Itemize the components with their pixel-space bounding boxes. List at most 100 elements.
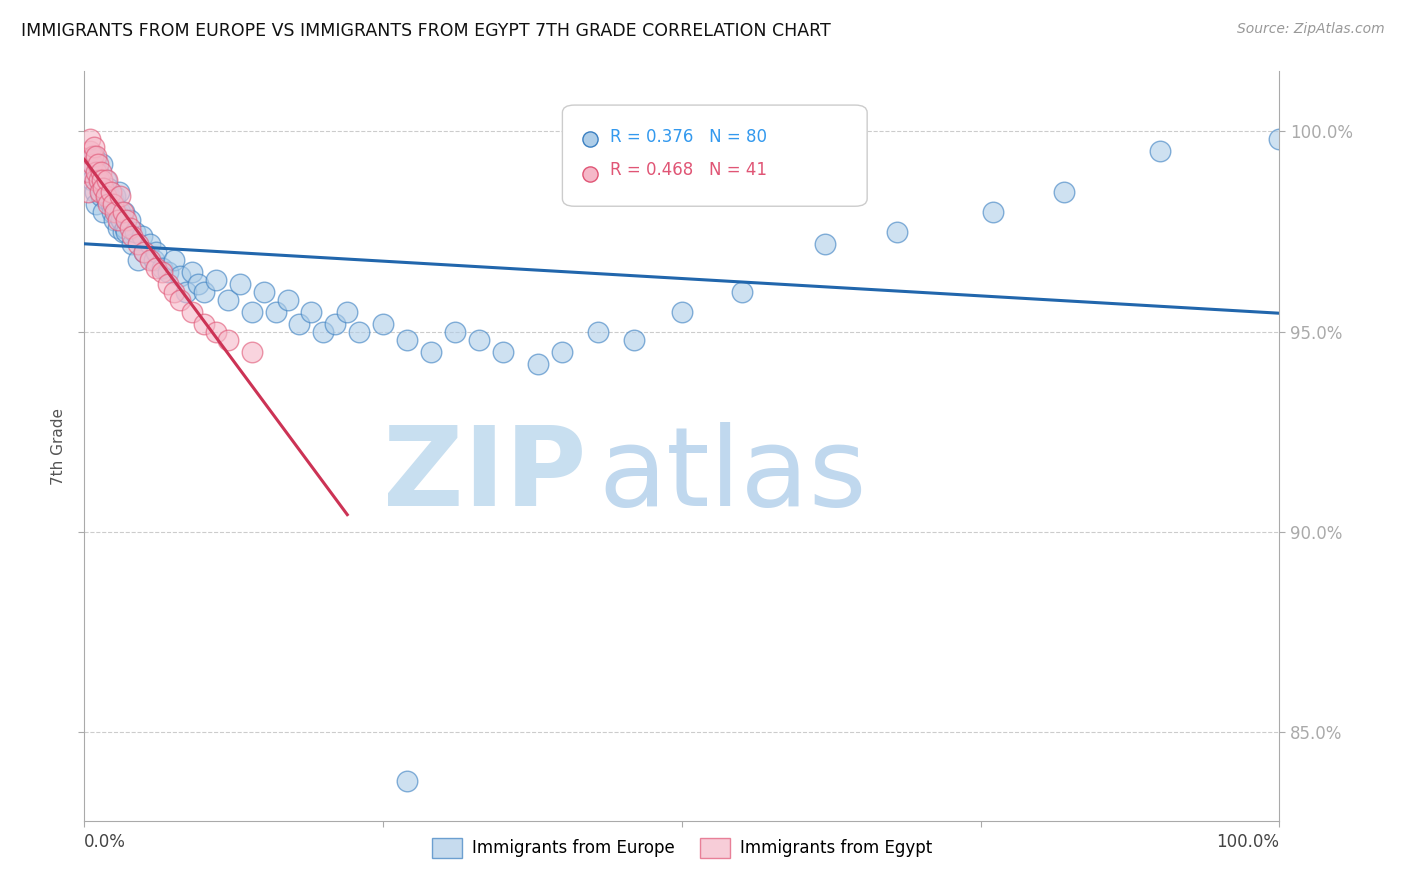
Point: [127, 252, 149, 267]
Point: [731, 285, 754, 299]
Point: [82, 156, 104, 170]
Point: [468, 333, 491, 347]
Point: [105, 204, 128, 219]
Point: [205, 273, 228, 287]
Legend: Immigrants from Europe, Immigrants from Egypt: Immigrants from Europe, Immigrants from …: [425, 831, 939, 864]
Point: [157, 265, 180, 279]
Point: [551, 344, 574, 359]
Text: IMMIGRANTS FROM EUROPE VS IMMIGRANTS FROM EGYPT 7TH GRADE CORRELATION CHART: IMMIGRANTS FROM EUROPE VS IMMIGRANTS FRO…: [21, 22, 831, 40]
Point: [217, 293, 239, 307]
Point: [87, 172, 110, 186]
Point: [579, 673, 602, 688]
Point: [89, 185, 111, 199]
Point: [139, 236, 162, 251]
Point: [132, 244, 156, 259]
Point: [86, 153, 108, 167]
Point: [181, 265, 204, 279]
Point: [80, 172, 103, 186]
Text: atlas: atlas: [599, 423, 866, 530]
Point: [145, 244, 167, 259]
Point: [142, 252, 165, 267]
Point: [187, 277, 209, 291]
Point: [240, 305, 263, 319]
Point: [181, 305, 204, 319]
Point: [336, 305, 359, 319]
Point: [86, 156, 108, 170]
Point: [981, 204, 1004, 219]
Point: [107, 220, 129, 235]
Point: [150, 265, 173, 279]
Point: [240, 344, 263, 359]
Point: [229, 277, 252, 291]
Point: [79, 145, 101, 159]
Point: [127, 236, 149, 251]
Point: [588, 325, 610, 339]
Point: [579, 485, 602, 500]
Point: [396, 333, 419, 347]
Point: [118, 220, 141, 235]
Point: [94, 188, 117, 202]
Point: [101, 196, 124, 211]
Point: [217, 333, 239, 347]
Point: [97, 196, 120, 211]
Y-axis label: 7th Grade: 7th Grade: [51, 408, 66, 484]
Point: [101, 193, 124, 207]
Point: [86, 148, 108, 162]
Point: [97, 180, 120, 194]
Point: [83, 148, 105, 162]
Point: [114, 220, 136, 235]
Point: [98, 188, 121, 202]
Point: [349, 325, 371, 339]
Point: [82, 148, 104, 162]
Point: [193, 285, 215, 299]
Point: [91, 156, 114, 170]
Point: [96, 172, 118, 186]
Point: [91, 172, 114, 186]
Point: [301, 305, 323, 319]
Point: [1268, 132, 1291, 146]
Point: [89, 180, 111, 194]
Point: [886, 225, 908, 239]
Point: [93, 185, 115, 199]
Point: [94, 172, 117, 186]
Point: [131, 228, 153, 243]
Point: [115, 212, 138, 227]
Point: [90, 164, 112, 178]
Point: [1053, 185, 1076, 199]
Point: [104, 188, 127, 202]
Point: [110, 204, 132, 219]
Point: [86, 164, 108, 178]
Point: [115, 225, 138, 239]
Point: [107, 212, 129, 227]
Point: [623, 333, 645, 347]
Point: [118, 212, 141, 227]
Text: R = 0.468   N = 41: R = 0.468 N = 41: [610, 161, 768, 179]
Point: [527, 357, 550, 371]
Point: [288, 317, 311, 331]
Point: [373, 317, 395, 331]
Point: [163, 252, 186, 267]
Point: [150, 260, 173, 275]
Point: [145, 260, 167, 275]
Text: R = 0.376   N = 80: R = 0.376 N = 80: [610, 128, 768, 145]
Point: [492, 344, 515, 359]
Point: [157, 277, 180, 291]
Point: [671, 305, 693, 319]
Point: [124, 225, 146, 239]
Point: [1149, 145, 1171, 159]
Point: [83, 140, 105, 154]
Point: [139, 252, 162, 267]
Point: [312, 325, 335, 339]
Point: [205, 325, 228, 339]
Point: [84, 172, 107, 186]
Point: [84, 185, 107, 199]
Point: [108, 185, 131, 199]
Point: [112, 204, 135, 219]
Text: ZIP: ZIP: [382, 423, 586, 530]
Point: [87, 172, 110, 186]
Point: [169, 268, 191, 283]
Text: 0.0%: 0.0%: [84, 832, 127, 851]
Point: [110, 188, 132, 202]
Point: [103, 212, 125, 227]
Point: [96, 193, 118, 207]
